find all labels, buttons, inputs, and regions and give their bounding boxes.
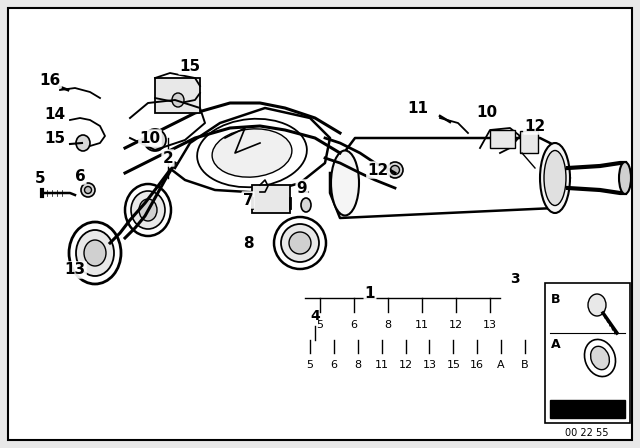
Ellipse shape xyxy=(212,129,292,177)
Ellipse shape xyxy=(144,129,166,151)
Ellipse shape xyxy=(301,198,311,212)
Text: 16: 16 xyxy=(40,73,61,87)
Text: 6: 6 xyxy=(75,168,85,184)
Text: 13: 13 xyxy=(65,263,86,277)
Text: 6: 6 xyxy=(330,360,337,370)
Ellipse shape xyxy=(544,151,566,206)
Bar xyxy=(545,283,630,423)
Text: 00 22 55: 00 22 55 xyxy=(565,428,609,438)
Text: 5: 5 xyxy=(317,320,323,330)
Text: 8: 8 xyxy=(385,320,392,330)
Ellipse shape xyxy=(619,162,631,194)
Bar xyxy=(155,78,200,113)
Text: A: A xyxy=(551,338,561,351)
Text: 6: 6 xyxy=(351,320,358,330)
Text: 1: 1 xyxy=(365,285,375,301)
Ellipse shape xyxy=(69,222,121,284)
Ellipse shape xyxy=(84,186,92,194)
Text: 11: 11 xyxy=(374,360,388,370)
Text: 13: 13 xyxy=(422,360,436,370)
Ellipse shape xyxy=(584,340,616,377)
Ellipse shape xyxy=(387,162,403,178)
Ellipse shape xyxy=(197,119,307,187)
Ellipse shape xyxy=(540,143,570,213)
Text: 16: 16 xyxy=(470,360,484,370)
Ellipse shape xyxy=(591,346,609,370)
Text: 14: 14 xyxy=(44,107,65,121)
Ellipse shape xyxy=(390,165,399,175)
Text: 2: 2 xyxy=(163,151,173,165)
Ellipse shape xyxy=(76,135,90,151)
Text: 12: 12 xyxy=(524,119,546,134)
Text: 5: 5 xyxy=(35,171,45,185)
Text: 8: 8 xyxy=(354,360,362,370)
Text: 12: 12 xyxy=(449,320,463,330)
Ellipse shape xyxy=(274,217,326,269)
Text: B: B xyxy=(521,360,529,370)
Text: B: B xyxy=(551,293,561,306)
Text: 11: 11 xyxy=(415,320,429,330)
Bar xyxy=(252,185,290,213)
Ellipse shape xyxy=(84,240,106,266)
Text: 15: 15 xyxy=(179,59,200,73)
Ellipse shape xyxy=(588,294,606,316)
Text: 4: 4 xyxy=(310,309,320,323)
Text: 10: 10 xyxy=(140,130,161,146)
Text: 9: 9 xyxy=(297,181,307,195)
Bar xyxy=(550,400,625,418)
Ellipse shape xyxy=(289,232,311,254)
Text: 10: 10 xyxy=(476,104,497,120)
Text: 7: 7 xyxy=(243,193,253,207)
Text: 11: 11 xyxy=(408,100,429,116)
Text: 8: 8 xyxy=(243,236,253,250)
Ellipse shape xyxy=(81,183,95,197)
Text: A: A xyxy=(497,360,505,370)
Bar xyxy=(490,130,515,148)
Ellipse shape xyxy=(131,191,165,229)
Ellipse shape xyxy=(172,93,184,107)
Text: 3: 3 xyxy=(510,272,520,286)
Text: 5: 5 xyxy=(307,360,314,370)
Text: 12: 12 xyxy=(399,360,413,370)
Ellipse shape xyxy=(139,199,157,221)
Text: 15: 15 xyxy=(44,130,65,146)
Bar xyxy=(520,131,538,153)
Ellipse shape xyxy=(76,230,114,276)
Ellipse shape xyxy=(331,151,359,215)
Text: 12: 12 xyxy=(367,163,388,177)
Text: 13: 13 xyxy=(483,320,497,330)
Ellipse shape xyxy=(125,184,171,236)
Ellipse shape xyxy=(281,224,319,262)
Text: 15: 15 xyxy=(446,360,460,370)
